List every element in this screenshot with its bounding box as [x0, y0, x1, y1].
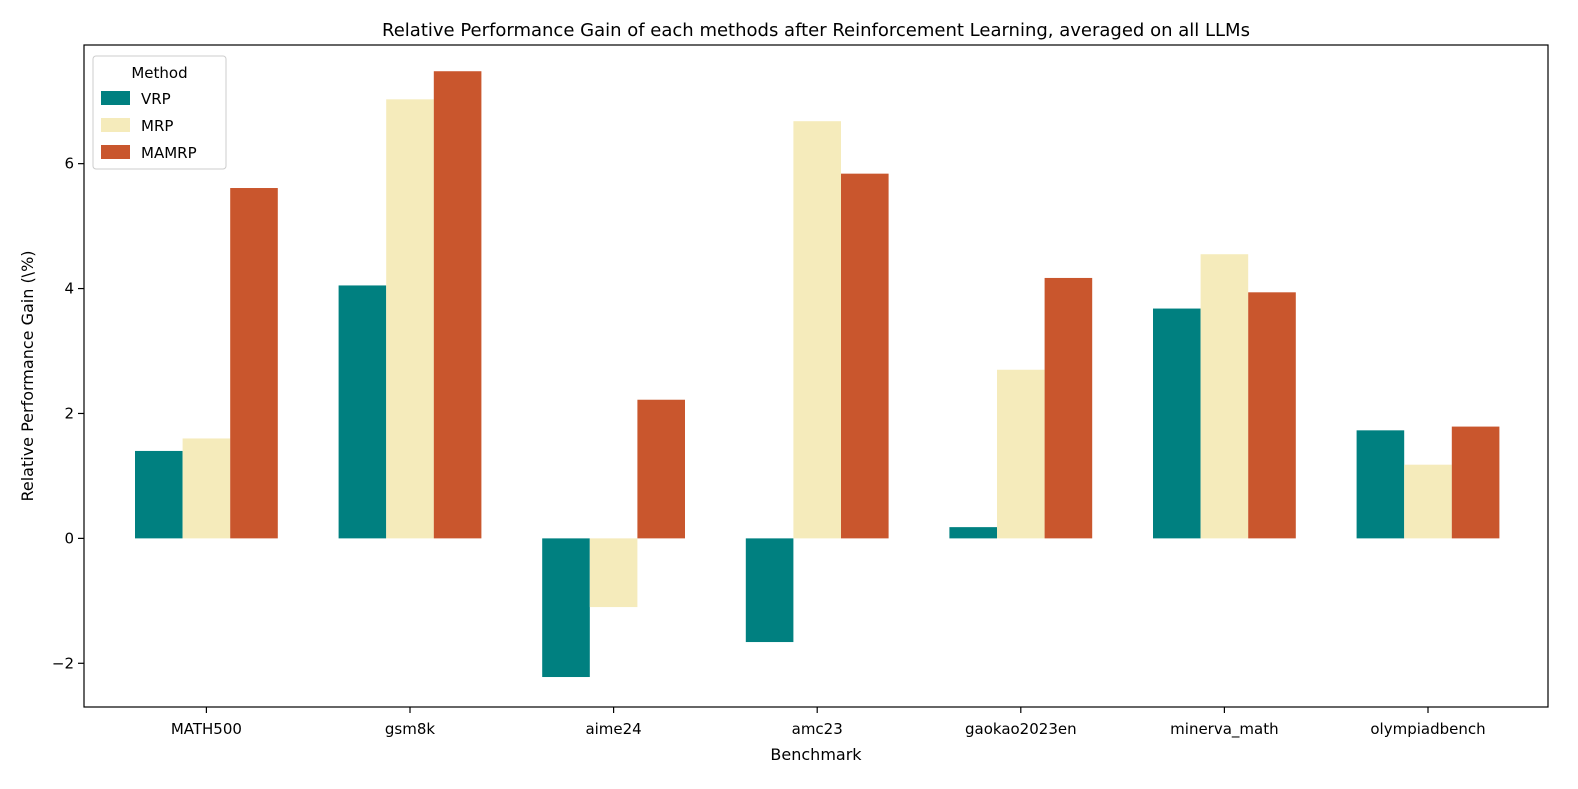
- y-axis-label: Relative Performance Gain (\%): [18, 250, 37, 501]
- x-axis-label: Benchmark: [770, 745, 862, 764]
- x-tick-label: gsm8k: [385, 720, 435, 738]
- x-axis-ticks: MATH500 gsm8k aime24 amc23 gaokao2023en miner…: [171, 707, 1486, 739]
- legend-swatch-vrp: [101, 91, 130, 105]
- y-tick-label: 2: [64, 404, 74, 422]
- bar-vrp-minerva_math: [1153, 308, 1201, 539]
- y-tick-label: 6: [64, 155, 74, 173]
- bar-mamrp-gaokao2023en: [1044, 277, 1093, 539]
- y-axis-ticks: −2 0 2 4 6: [52, 155, 84, 672]
- legend-label-vrp: VRP: [141, 90, 171, 108]
- bar-mrp-olympiadbench: [1404, 464, 1452, 539]
- bar-mrp-aime24: [589, 538, 638, 608]
- bar-mamrp-amc23: [841, 173, 889, 539]
- x-tick-label: minerva_math: [1170, 720, 1278, 739]
- bar-mrp-minerva_math: [1200, 254, 1249, 539]
- legend-swatch-mamrp: [101, 145, 130, 159]
- x-tick-label: aime24: [585, 720, 641, 738]
- bar-mamrp-math500: [230, 188, 278, 539]
- legend-title: Method: [131, 64, 187, 82]
- x-tick-label: gaokao2023en: [965, 720, 1077, 738]
- x-tick-label: amc23: [792, 720, 843, 738]
- bar-vrp-aime24: [542, 538, 590, 678]
- legend-box: [92, 55, 227, 170]
- legend-label-mamrp: MAMRP: [141, 144, 197, 162]
- bar-mamrp-minerva_math: [1248, 292, 1296, 539]
- chart-title: Relative Performance Gain of each method…: [382, 20, 1250, 41]
- bar-vrp-math500: [135, 450, 183, 539]
- legend-label-mrp: MRP: [141, 117, 173, 135]
- legend-swatch-mrp: [101, 118, 130, 132]
- y-tick-label: −2: [52, 654, 74, 672]
- bar-vrp-olympiadbench: [1356, 430, 1405, 539]
- x-tick-label: olympiadbench: [1370, 720, 1485, 738]
- bar-mamrp-aime24: [637, 399, 685, 539]
- y-tick-label: 4: [64, 280, 74, 298]
- bar-mrp-amc23: [793, 121, 841, 539]
- legend: Method VRP MRP MAMRP: [92, 55, 227, 170]
- bar-vrp-gsm8k: [338, 285, 387, 539]
- bar-mamrp-gsm8k: [433, 71, 482, 539]
- x-tick-label: MATH500: [171, 720, 242, 738]
- bars-group: [135, 71, 1500, 678]
- bar-mrp-gsm8k: [386, 99, 434, 539]
- plot-frame: [83, 44, 1549, 708]
- bar-mamrp-olympiadbench: [1451, 426, 1500, 539]
- bar-mrp-gaokao2023en: [997, 369, 1045, 539]
- bar-vrp-gaokao2023en: [949, 527, 997, 539]
- y-tick-label: 0: [64, 529, 74, 547]
- bar-vrp-amc23: [745, 538, 794, 643]
- bar-mrp-math500: [182, 438, 231, 539]
